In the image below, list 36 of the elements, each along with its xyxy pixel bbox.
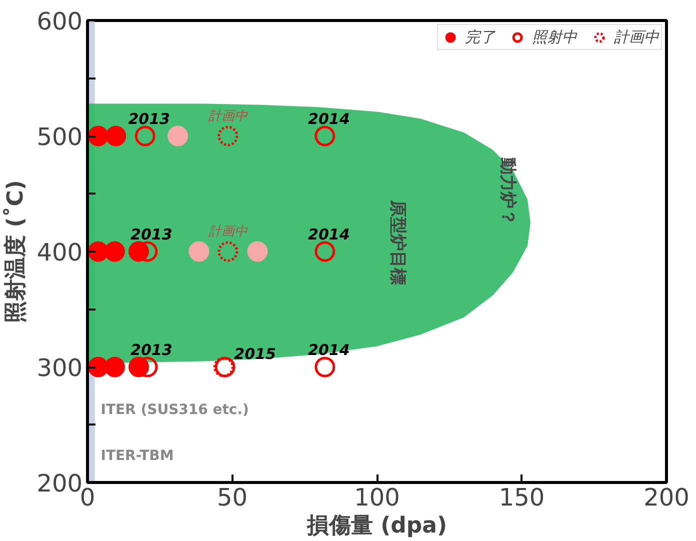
x-tick-label: 150	[498, 484, 545, 512]
point	[134, 126, 156, 146]
legend-label: 計画中	[614, 28, 659, 46]
annotation: 動力炉？	[497, 156, 518, 226]
point	[188, 241, 210, 262]
point	[106, 126, 126, 146]
y-tick-label: 400	[36, 238, 83, 266]
point	[314, 356, 336, 378]
y-tick-label: 500	[36, 123, 83, 151]
annotation: 2014	[308, 110, 350, 128]
annotation: 2013	[130, 341, 172, 359]
annotation: 計画中	[207, 109, 248, 124]
point	[247, 241, 268, 262]
point	[168, 126, 188, 146]
point	[314, 126, 336, 146]
x-tick-label: 50	[216, 484, 248, 512]
annotation: ITER (SUS316 etc.)	[100, 402, 249, 418]
x-axis-title: 損傷量 (dpa)	[306, 514, 448, 538]
x-tick-label: 100	[354, 484, 400, 512]
annotation: ITER-TBM	[100, 448, 174, 464]
annotation: 2015	[234, 345, 276, 363]
point	[314, 241, 336, 262]
y-axis-title: 照射温度 (˚C)	[2, 180, 29, 323]
x-tick-label: 200	[644, 484, 690, 512]
annotation: 2013	[130, 226, 172, 244]
x-tick-label: 0	[80, 484, 96, 512]
y-tick-label: 300	[36, 354, 83, 382]
y-tick-label: 600	[36, 8, 83, 36]
annotation: 原型炉目標	[387, 198, 408, 285]
legend-label: 完了	[465, 28, 495, 46]
point	[218, 241, 238, 262]
annotation: 2014	[308, 226, 350, 244]
annotation: 計画中	[207, 224, 248, 240]
point	[218, 126, 238, 146]
annotation: 2013	[128, 110, 170, 128]
legend-label: 照射中	[532, 28, 577, 46]
